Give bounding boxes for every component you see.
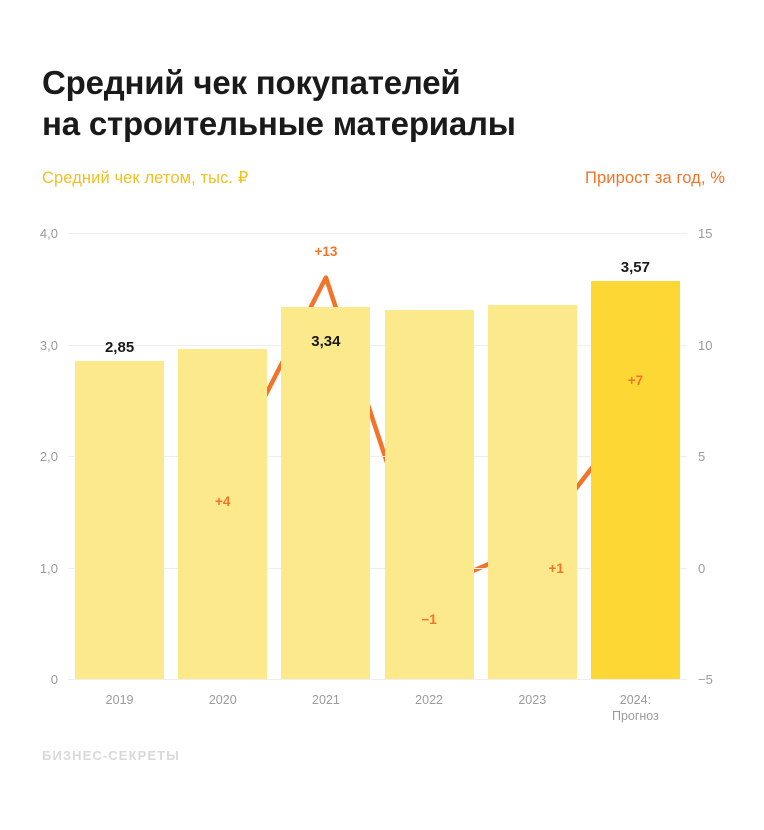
bar-2020[interactable] <box>178 348 268 679</box>
y-axis-right-tick: 10 <box>698 338 713 353</box>
y-axis-left-tick: 2,0 <box>39 449 58 464</box>
line-value-label: +13 <box>314 243 338 259</box>
bar-value-label: 3,34 <box>311 332 341 350</box>
x-axis-category-label: 2023 <box>518 693 547 707</box>
x-axis-category-label: 2022 <box>415 693 443 707</box>
y-axis-left-tick: 1,0 <box>39 561 58 576</box>
gridline <box>68 679 687 680</box>
bar-value-label: 3,57 <box>620 258 650 276</box>
bar-2021[interactable] <box>281 306 371 679</box>
x-axis-category-label: 2020 <box>208 693 237 707</box>
y-axis-left-tick: 0 <box>50 672 58 687</box>
y-axis-left-tick: 3,0 <box>39 338 58 353</box>
y-axis-right-tick: 0 <box>698 561 706 576</box>
line-value-label: +7 <box>627 373 644 389</box>
gridline <box>68 568 687 569</box>
legend-line-series: Прирост за год, % <box>585 169 725 187</box>
brand-watermark: БИЗНЕС-СЕКРЕТЫ <box>42 748 181 763</box>
gridline <box>68 233 687 234</box>
legend-bar-series: Средний чек летом, тыс. ₽ <box>42 169 249 187</box>
bar-2019[interactable] <box>75 361 165 679</box>
x-axis-category-label: 2024: Прогноз <box>611 693 659 723</box>
bar-2023[interactable] <box>487 305 577 679</box>
y-axis-right-tick: 5 <box>698 449 706 464</box>
y-axis-right-tick: −5 <box>698 672 713 687</box>
page-title: Средний чек покупателей на строительные … <box>42 64 516 142</box>
x-axis-category-label: 2019 <box>105 693 134 707</box>
legend-row: Средний чек летом, тыс. ₽ Прирост за год… <box>42 168 725 188</box>
x-axis-category-label: 2021 <box>312 693 340 707</box>
gridline <box>68 456 687 457</box>
bar-2022[interactable] <box>384 309 474 679</box>
y-axis-left-tick: 4,0 <box>39 226 58 241</box>
gridline <box>68 345 687 346</box>
line-value-label: +4 <box>215 494 231 510</box>
line-value-label: +1 <box>548 561 564 577</box>
bar-value-label: 2,85 <box>104 339 135 357</box>
bar-2024[interactable] <box>590 280 680 679</box>
y-axis-right-tick: 15 <box>698 226 713 241</box>
line-value-label: −1 <box>421 611 437 627</box>
